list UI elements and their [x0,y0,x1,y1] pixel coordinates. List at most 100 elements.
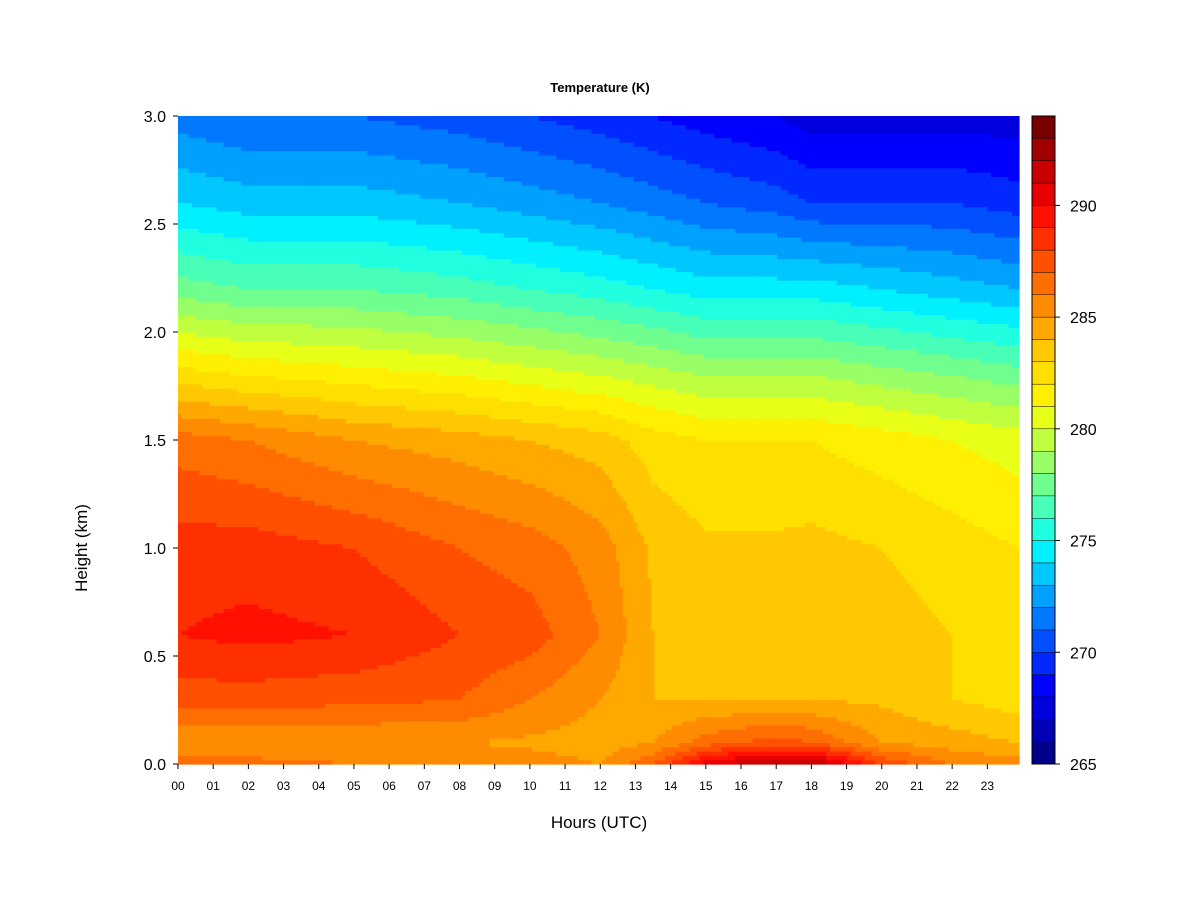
heatmap-cell [255,194,259,199]
heatmap-cell [273,738,277,743]
heatmap-cell [231,362,235,367]
heatmap-cell [185,280,189,285]
heatmap-cell [276,336,280,341]
heatmap-cell [273,470,277,475]
heatmap-cell [266,505,270,510]
heatmap-cell [196,423,200,428]
heatmap-cell [227,293,231,298]
heatmap-cell [273,272,277,277]
heatmap-cell [189,267,193,272]
heatmap-cell [245,215,249,220]
heatmap-cell [245,686,249,691]
heatmap-cell [248,289,252,294]
heatmap-cell [206,449,210,454]
heatmap-cell [182,509,186,514]
heatmap-cell [189,729,193,734]
heatmap-cell [276,319,280,324]
heatmap-cell [245,362,249,367]
heatmap-cell [182,704,186,709]
heatmap-cell [206,202,210,207]
heatmap-cell [241,578,245,583]
heatmap-cell [241,462,245,467]
heatmap-cell [248,215,252,220]
heatmap-cell [231,159,235,164]
heatmap-cell [238,358,242,363]
heatmap-cell [273,250,277,255]
heatmap-cell [182,259,186,264]
heatmap-cell [206,418,210,423]
heatmap-cell [213,224,217,229]
heatmap-cell [231,496,235,501]
heatmap-cell [255,323,259,328]
heatmap-cell [185,591,189,596]
heatmap-cell [276,600,280,605]
heatmap-cell [255,496,259,501]
heatmap-cell [178,336,182,341]
heatmap-cell [252,332,256,337]
heatmap-cell [189,185,193,190]
heatmap-cell [234,660,238,665]
heatmap-cell [245,328,249,333]
heatmap-cell [213,315,217,320]
heatmap-cell [192,246,196,251]
heatmap-cell [206,656,210,661]
heatmap-cell [199,695,203,700]
heatmap-cell [199,492,203,497]
heatmap-cell [269,336,273,341]
heatmap-cell [252,427,256,432]
heatmap-cell [238,621,242,626]
heatmap-cell [255,246,259,251]
heatmap-cell [266,548,270,553]
heatmap-cell [192,729,196,734]
heatmap-cell [189,181,193,186]
heatmap-cell [217,760,221,765]
heatmap-cell [276,380,280,385]
heatmap-cell [248,207,252,212]
heatmap-cell [199,557,203,562]
heatmap-cell [241,164,245,169]
heatmap-cell [273,263,277,268]
heatmap-cell [196,729,200,734]
heatmap-cell [178,224,182,229]
heatmap-cell [199,453,203,458]
heatmap-cell [241,215,245,220]
heatmap-cell [269,146,273,151]
heatmap-cell [182,738,186,743]
heatmap-cell [178,392,182,397]
heatmap-cell [220,362,224,367]
heatmap-cell [255,544,259,549]
heatmap-cell [262,315,266,320]
heatmap-cell [224,466,228,471]
heatmap-cell [210,116,214,121]
heatmap-cell [231,293,235,298]
heatmap-cell [273,626,277,631]
heatmap-cell [217,164,221,169]
heatmap-cell [238,233,242,238]
heatmap-cell [210,142,214,147]
heatmap-cell [196,319,200,324]
heatmap-cell [206,509,210,514]
heatmap-cell [269,367,273,372]
heatmap-cell [213,470,217,475]
heatmap-cell [182,207,186,212]
heatmap-cell [238,237,242,242]
heatmap-cell [248,414,252,419]
heatmap-cell [199,539,203,544]
heatmap-cell [234,207,238,212]
heatmap-cell [245,405,249,410]
heatmap-cell [262,138,266,143]
heatmap-cell [248,587,252,592]
heatmap-cell [276,207,280,212]
heatmap-cell [185,436,189,441]
heatmap-cell [227,604,231,609]
heatmap-cell [238,704,242,709]
heatmap-cell [203,509,207,514]
heatmap-cell [206,561,210,566]
heatmap-cell [213,652,217,657]
heatmap-cell [255,492,259,497]
heatmap-cell [252,548,256,553]
heatmap-cell [210,500,214,505]
heatmap-cell [259,488,263,493]
heatmap-cell [252,388,256,393]
heatmap-cell [192,522,196,527]
